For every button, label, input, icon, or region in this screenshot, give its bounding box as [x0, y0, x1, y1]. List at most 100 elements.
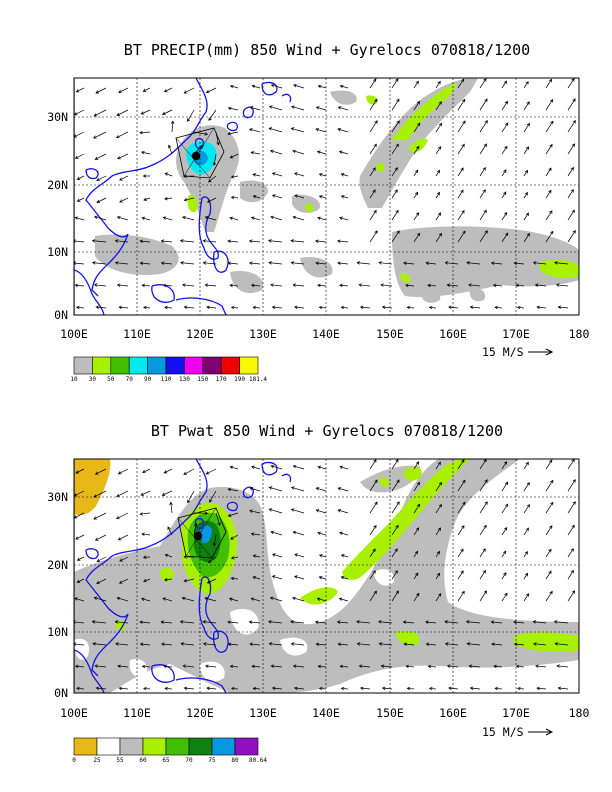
wind-vector — [435, 122, 442, 133]
wind-vector — [534, 283, 547, 287]
wind-vector — [545, 167, 552, 177]
wind-vector — [501, 191, 507, 199]
wind-vector — [204, 283, 217, 287]
wind-vector — [271, 575, 283, 580]
wind-vector — [119, 175, 129, 181]
wind-vector — [271, 172, 283, 177]
wind-vector — [479, 501, 488, 514]
wind-vector — [406, 305, 415, 310]
wind-vector — [229, 153, 239, 159]
wind-vector — [139, 261, 151, 265]
wind-vector — [93, 109, 107, 117]
wind-vector — [317, 283, 327, 288]
wind-vector — [555, 283, 569, 287]
colorbar-swatch — [147, 356, 167, 375]
wind-vector — [294, 194, 305, 199]
wind-vector — [142, 468, 151, 474]
wind-vector — [501, 100, 508, 111]
wind-vector — [270, 283, 283, 287]
colorbar-label: 30 — [89, 376, 97, 383]
wind-vector — [292, 530, 305, 536]
wind-vector — [248, 239, 261, 243]
wind-vector — [435, 481, 442, 492]
colorbar-swatch — [92, 356, 112, 375]
wind-vector — [92, 642, 107, 646]
wind-vector — [435, 146, 442, 155]
wind-vector — [208, 109, 217, 121]
wind-vector — [501, 145, 508, 155]
wind-vector — [457, 189, 464, 199]
wind-vector — [413, 572, 419, 580]
wind-vector — [74, 642, 85, 646]
wind-vector — [292, 83, 305, 89]
wind-vector — [523, 122, 530, 133]
x-tick-label: 140E — [312, 706, 340, 720]
wind-vector — [457, 230, 466, 243]
wind-vector — [501, 232, 509, 243]
wind-vector — [523, 527, 529, 536]
wind-vector — [206, 578, 217, 584]
wind-vector — [271, 305, 283, 309]
wind-vector — [567, 548, 574, 558]
wind-vector — [290, 239, 305, 243]
wind-vector — [143, 578, 151, 583]
wind-vector — [290, 620, 305, 624]
wind-vector — [142, 87, 151, 92]
colorbar-swatch — [119, 737, 144, 756]
wind-vector — [457, 459, 465, 470]
wind-vector — [413, 461, 419, 470]
wind-vector — [378, 642, 393, 646]
wind-vector — [250, 597, 261, 602]
x-tick-label: 130E — [249, 327, 277, 341]
wind-vector — [193, 144, 203, 155]
wind-vector — [557, 305, 569, 309]
wind-vector — [141, 216, 151, 221]
wind-vector — [435, 550, 440, 558]
pwat-gyre-marker — [177, 507, 227, 559]
colorbar-label: 130 — [179, 376, 190, 383]
wind-vector — [413, 212, 420, 221]
wind-vector — [139, 130, 151, 135]
wind-vector — [91, 261, 107, 265]
wind-vector — [75, 87, 85, 93]
wind-vector — [339, 664, 349, 669]
wind-vector — [95, 686, 107, 690]
precip-grid — [74, 78, 579, 315]
wind-vector — [268, 105, 283, 111]
wind-vector — [369, 570, 376, 580]
wind-vector — [381, 686, 393, 690]
wind-vector — [427, 283, 437, 288]
colorbar-swatch — [188, 737, 213, 756]
wind-vector — [340, 686, 349, 691]
wind-vector — [391, 143, 399, 155]
wind-vector — [294, 553, 305, 558]
wind-vector — [117, 468, 129, 475]
wind-vector — [74, 261, 85, 265]
precip-map-area — [74, 78, 579, 315]
wind-vector — [249, 642, 261, 646]
colorbar-label: 150 — [197, 376, 208, 383]
wind-vector — [206, 305, 217, 309]
wind-vector — [369, 524, 377, 536]
wind-vector — [74, 239, 85, 243]
x-tick-label: 120E — [186, 327, 214, 341]
wind-vector — [119, 197, 129, 203]
wind-vector — [391, 501, 400, 514]
wind-vector — [391, 230, 400, 243]
wind-vector — [252, 575, 261, 580]
wind-vector — [93, 512, 107, 520]
wind-vector — [140, 109, 151, 115]
reference-vector-label: 15 M/S — [482, 725, 524, 739]
wind-vector — [523, 572, 529, 580]
wind-vector — [202, 642, 217, 646]
precip-reference-vector: 15 M/S — [482, 345, 554, 359]
wind-vector — [315, 509, 327, 514]
wind-vector — [490, 620, 503, 624]
wind-vector — [435, 461, 441, 470]
wind-vector — [164, 553, 173, 558]
wind-vector — [340, 554, 349, 558]
wind-vector — [413, 503, 421, 514]
wind-vector — [230, 175, 239, 179]
wind-vector — [523, 146, 530, 155]
wind-vector — [252, 686, 261, 691]
